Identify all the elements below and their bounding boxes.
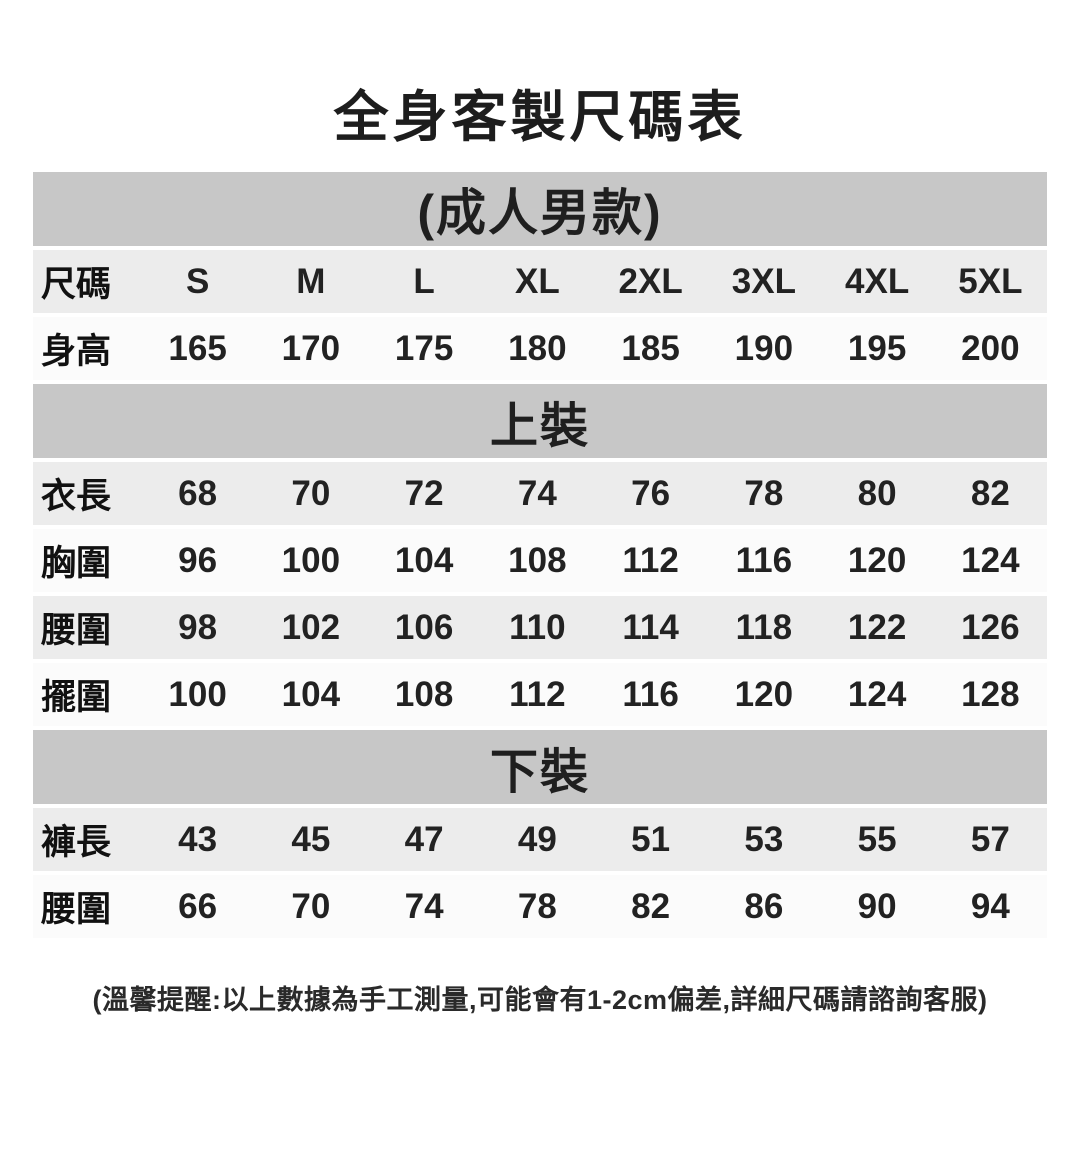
row-label-pants-length: 褲長 xyxy=(41,823,112,862)
value-cell: 200 xyxy=(961,328,1020,368)
value-cell: 100 xyxy=(281,540,341,580)
row-label-height: 身高 xyxy=(41,332,112,371)
table-row-height: 身高 165 170 175 180 185 190 195 200 xyxy=(33,317,1047,380)
value-cell: 108 xyxy=(508,540,567,580)
value-cell: 102 xyxy=(281,607,341,647)
value-cell: 180 xyxy=(508,328,567,368)
value-cell: 74 xyxy=(404,886,444,926)
size-cell: XL xyxy=(515,261,560,301)
value-cell: 195 xyxy=(847,328,907,368)
value-cell: 126 xyxy=(961,607,1020,647)
size-cell: 4XL xyxy=(845,261,910,301)
value-cell: 106 xyxy=(394,607,454,647)
row-label-garment-length: 衣長 xyxy=(41,477,112,516)
value-cell: 51 xyxy=(631,819,671,859)
value-cell: 170 xyxy=(281,328,341,368)
value-cell: 104 xyxy=(394,540,454,580)
value-cell: 68 xyxy=(178,473,218,513)
page-title: 全身客製尺碼表 xyxy=(333,86,747,148)
table-row-garment-length: 衣長 68 70 72 74 76 78 80 82 xyxy=(33,462,1047,525)
value-cell: 124 xyxy=(847,674,907,714)
row-label-hem: 擺圍 xyxy=(41,678,112,717)
size-cell: M xyxy=(296,261,326,301)
size-cell: L xyxy=(413,261,435,301)
value-cell: 74 xyxy=(517,473,557,513)
value-cell: 98 xyxy=(178,607,218,647)
value-cell: 165 xyxy=(168,328,227,368)
value-cell: 47 xyxy=(404,819,444,859)
value-cell: 112 xyxy=(509,674,566,714)
value-cell: 120 xyxy=(734,674,794,714)
value-cell: 96 xyxy=(178,540,218,580)
value-cell: 80 xyxy=(857,473,897,513)
table-row-chest: 胸圍 96 100 104 108 112 116 120 124 xyxy=(33,529,1047,592)
size-cell: S xyxy=(185,261,210,301)
size-cell: 2XL xyxy=(618,261,683,301)
value-cell: 72 xyxy=(404,473,444,513)
value-cell: 82 xyxy=(970,473,1010,513)
value-cell: 124 xyxy=(961,540,1020,580)
value-cell: 175 xyxy=(394,328,454,368)
row-label-waist-bottom: 腰圍 xyxy=(41,890,112,929)
value-cell: 70 xyxy=(291,473,331,513)
value-cell: 66 xyxy=(178,886,218,926)
table-row-size: 尺碼 S M L XL 2XL 3XL 4XL 5XL xyxy=(33,250,1047,313)
table-row-waist-bottom: 腰圍 66 70 74 78 82 86 90 94 xyxy=(33,875,1047,938)
value-cell: 185 xyxy=(621,328,680,368)
value-cell: 110 xyxy=(509,607,566,647)
value-cell: 114 xyxy=(622,607,679,647)
value-cell: 53 xyxy=(744,819,784,859)
value-cell: 76 xyxy=(631,473,671,513)
value-cell: 94 xyxy=(970,886,1010,926)
value-cell: 190 xyxy=(734,328,794,368)
section-band-tops: 上裝 xyxy=(33,384,1047,458)
value-cell: 55 xyxy=(857,819,897,859)
value-cell: 112 xyxy=(622,540,679,580)
row-label-waist-top: 腰圍 xyxy=(41,611,112,650)
size-table: (成人男款) 尺碼 S M L XL 2XL 3XL 4XL 5XL 身高 16… xyxy=(33,172,1047,938)
value-cell: 104 xyxy=(281,674,341,714)
value-cell: 108 xyxy=(394,674,454,714)
value-cell: 120 xyxy=(847,540,907,580)
value-cell: 45 xyxy=(291,819,331,859)
table-row-pants-length: 褲長 43 45 47 49 51 53 55 57 xyxy=(33,808,1047,871)
value-cell: 70 xyxy=(291,886,331,926)
footer-note: (溫馨提醒:以上數據為手工測量,可能會有1-2cm偏差,詳細尺碼請諮詢客服) xyxy=(92,985,988,1015)
value-cell: 49 xyxy=(517,819,557,859)
table-row-waist-top: 腰圍 98 102 106 110 114 118 122 126 xyxy=(33,596,1047,659)
value-cell: 90 xyxy=(857,886,897,926)
value-cell: 82 xyxy=(631,886,671,926)
value-cell: 116 xyxy=(735,540,793,580)
value-cell: 78 xyxy=(517,886,557,926)
value-cell: 86 xyxy=(744,886,784,926)
value-cell: 78 xyxy=(744,473,784,513)
value-cell: 100 xyxy=(168,674,227,714)
value-cell: 122 xyxy=(847,607,907,647)
value-cell: 128 xyxy=(961,674,1020,714)
section-band-bottoms: 下裝 xyxy=(33,730,1047,804)
size-cell: 5XL xyxy=(958,261,1023,301)
table-row-hem: 擺圍 100 104 108 112 116 120 124 128 xyxy=(33,663,1047,726)
value-cell: 118 xyxy=(735,607,793,647)
section-band-adult-men: (成人男款) xyxy=(33,172,1047,246)
value-cell: 116 xyxy=(622,674,679,714)
size-cell: 3XL xyxy=(731,261,796,301)
value-cell: 43 xyxy=(178,819,218,859)
value-cell: 57 xyxy=(970,819,1010,859)
row-label-size: 尺碼 xyxy=(41,265,112,304)
row-label-chest: 胸圍 xyxy=(41,544,112,583)
